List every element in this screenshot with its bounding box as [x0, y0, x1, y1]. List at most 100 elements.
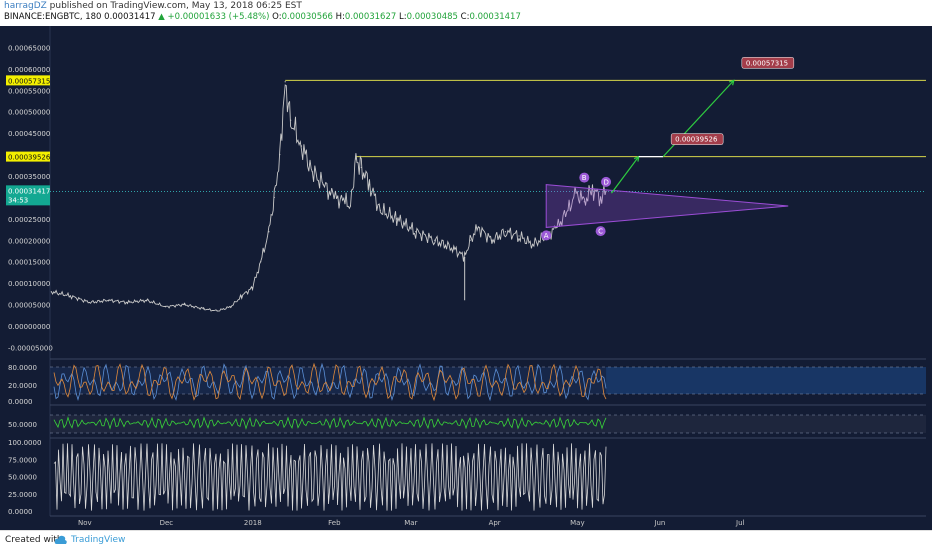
- price-point: [260, 261, 262, 263]
- price-point: [504, 231, 507, 233]
- author-link[interactable]: harragDZ: [4, 1, 47, 11]
- projection-line: [611, 156, 640, 194]
- y-tick-label: 0.00010000: [8, 280, 50, 288]
- level-price-box: [6, 75, 50, 86]
- chart-header: harragDZ published on TradingView.com, M…: [0, 0, 932, 26]
- tradingview-brand[interactable]: TradingView: [71, 535, 126, 545]
- countdown-label: 34:53: [8, 196, 28, 204]
- x-tick-label: Nov: [78, 519, 92, 527]
- open-label: O:: [272, 12, 282, 22]
- symbol-label: BINANCE:ENGBTC, 180: [4, 12, 102, 22]
- price-point: [355, 158, 357, 160]
- ohlc-line: BINANCE:ENGBTC, 180 0.00031417 ▲ +0.0000…: [4, 12, 521, 22]
- price-point: [344, 201, 346, 203]
- x-tick-label: Feb: [328, 519, 341, 527]
- y-tick-label: 0.00055000: [8, 87, 50, 95]
- published-text: published on TradingView.com, May 13, 20…: [49, 1, 302, 11]
- price-point: [268, 231, 270, 233]
- price-point: [333, 196, 335, 199]
- rsi-line: [53, 416, 607, 430]
- y-tick-label: 0.00050000: [8, 109, 50, 117]
- price-point: [360, 166, 362, 169]
- price-point: [145, 299, 148, 301]
- y-tick-label: 0.00025000: [8, 216, 50, 224]
- price-point: [50, 291, 52, 293]
- price-point: [567, 209, 569, 211]
- price-point: [415, 231, 417, 233]
- price-point: [203, 308, 205, 310]
- level-price-box: [6, 151, 50, 162]
- price-point: [322, 183, 324, 186]
- price-point: [230, 306, 232, 308]
- current-price-label: 0.00031417: [8, 187, 50, 195]
- price-point: [605, 190, 607, 192]
- price-point: [126, 301, 129, 304]
- chart-svg[interactable]: 0.00065000 0.00060000 0.00055000 0.00050000…: [0, 26, 932, 530]
- price-point: [107, 299, 110, 301]
- price-point: [532, 243, 534, 246]
- last-price: 0.00031417: [104, 12, 156, 22]
- footer: Created with TradingView: [0, 530, 932, 551]
- created-with-text: Created with: [5, 535, 63, 545]
- y-tick-label: 0.00015000: [8, 259, 50, 267]
- high-value: 0.00031627: [344, 12, 397, 22]
- y-tick-label: 0.00020000: [8, 237, 50, 245]
- price-point: [453, 248, 455, 250]
- price-point: [251, 286, 254, 289]
- y-tick-label: 0.00060000: [8, 66, 50, 74]
- open-value: 0.00030566: [281, 12, 333, 22]
- close-label: C:: [460, 12, 470, 22]
- price-point: [434, 239, 436, 241]
- price-point: [290, 119, 292, 121]
- publish-line: harragDZ published on TradingView.com, M…: [4, 1, 302, 11]
- oscillator-tick: 0.0000: [8, 508, 33, 516]
- stoch-tick: 0.0000: [8, 398, 33, 406]
- pattern-point-marker: [601, 176, 612, 187]
- stoch-tick: 20.0000: [8, 382, 37, 390]
- oscillator-tick: 75.0000: [8, 456, 37, 464]
- price-point: [279, 153, 281, 156]
- y-tick-label: 0.00045000: [8, 130, 50, 138]
- price-point: [600, 196, 602, 199]
- x-tick-label: Apr: [489, 519, 501, 527]
- stoch-k-line: [53, 362, 607, 402]
- y-tick-label: 0.00000000: [8, 323, 50, 331]
- close-value: 0.00031417: [469, 12, 521, 22]
- triangle-pattern: [545, 184, 789, 228]
- price-point: [69, 295, 72, 297]
- x-tick-label: Dec: [160, 519, 174, 527]
- x-tick-label: 2018: [244, 519, 262, 527]
- current-price-box: [6, 185, 50, 206]
- pattern-point-label: C: [598, 228, 603, 236]
- x-tick-label: Jul: [735, 519, 745, 527]
- price-point: [491, 239, 493, 241]
- price-point: [184, 303, 186, 306]
- price-point: [284, 81, 286, 83]
- price-point: [300, 145, 303, 147]
- pattern-point-marker: [541, 230, 552, 241]
- price-point: [477, 226, 479, 229]
- change-up-icon: ▲: [158, 12, 165, 22]
- low-value: 0.00030485: [406, 12, 458, 22]
- oscillator-tick: 50.0000: [8, 474, 37, 482]
- price-point: [311, 171, 313, 173]
- price-point: [216, 310, 218, 312]
- price-point: [88, 301, 91, 304]
- price-point: [556, 226, 558, 229]
- projection-line: [662, 79, 735, 158]
- chart-area[interactable]: 0.00065000 0.00060000 0.00055000 0.00050000…: [0, 26, 932, 530]
- price-callout-label: 0.00039526: [675, 136, 718, 144]
- price-series-line: [51, 84, 607, 312]
- y-tick-label: 0.00065000: [8, 44, 50, 52]
- price-callout: [670, 133, 724, 145]
- pattern-point-label: A: [544, 232, 549, 240]
- level-price-label: 0.00039526: [8, 154, 51, 162]
- pattern-point-label: D: [604, 178, 609, 186]
- stoch-band-future: [606, 367, 926, 394]
- projection-arrowhead: [728, 79, 735, 86]
- rsi-tick: 50.0000: [8, 421, 37, 429]
- y-tick-label: 0.00005000: [8, 302, 50, 310]
- x-tick-label: Mar: [404, 519, 417, 527]
- pattern-point-marker: [579, 172, 590, 183]
- price-point: [583, 201, 585, 203]
